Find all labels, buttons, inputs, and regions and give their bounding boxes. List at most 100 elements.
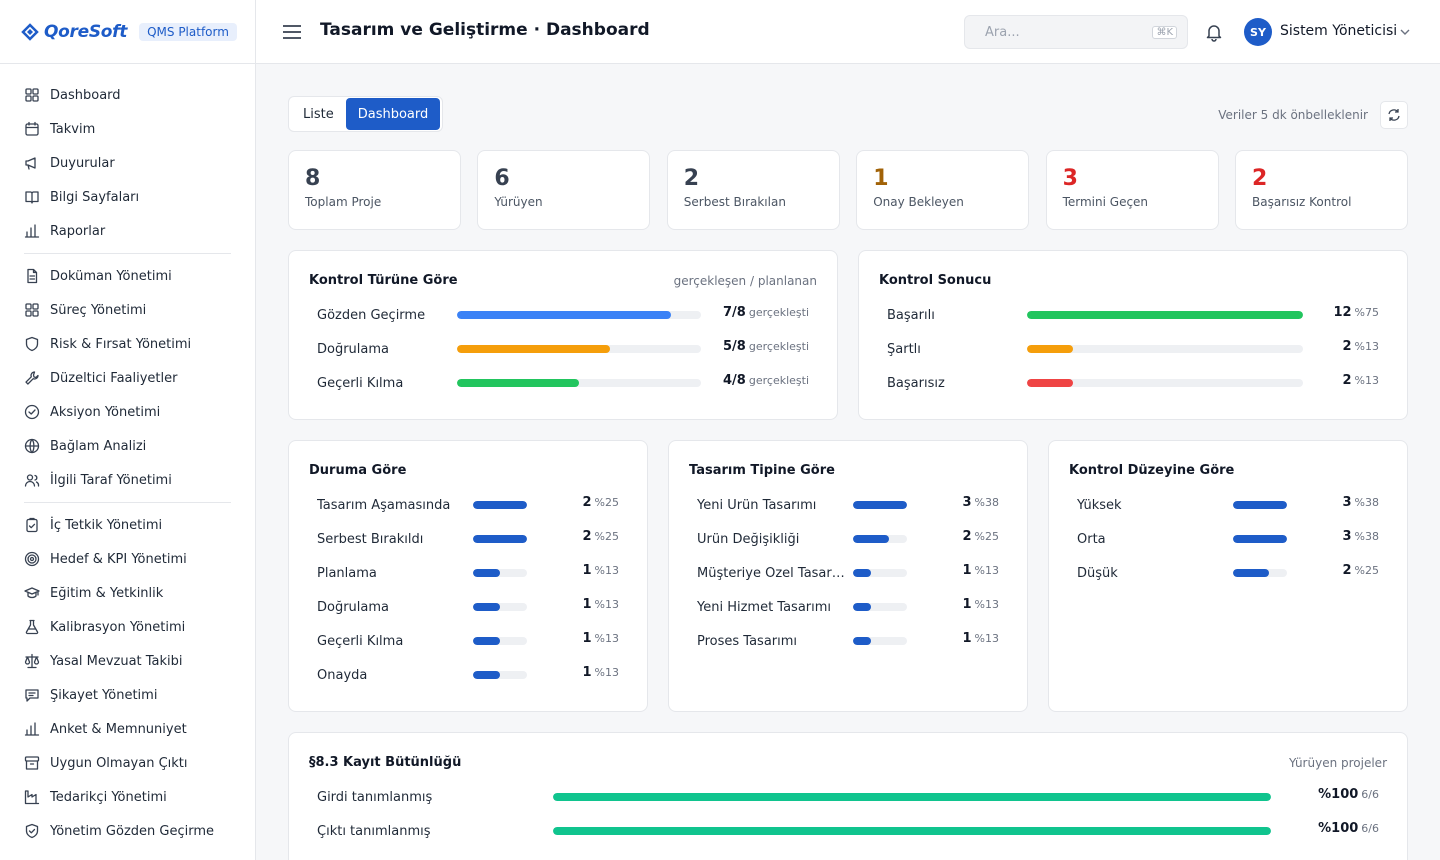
sidebar-item-i-lgili-taraf-yönetimi[interactable]: İlgili Taraf Yönetimi bbox=[24, 463, 231, 497]
progress-track bbox=[473, 569, 527, 577]
progress-fill bbox=[457, 379, 579, 387]
sidebar-item-anket-memnuniyet[interactable]: Anket & Memnuniyet bbox=[24, 712, 231, 746]
metric-label: Girdi tanımlanmış bbox=[317, 789, 433, 805]
metric-value: 1 %13 bbox=[963, 631, 1000, 646]
metric-row: Tasarım Aşamasında 2 %25 bbox=[317, 495, 619, 515]
kpi-value: 3 bbox=[1062, 166, 1078, 191]
metric-suffix: %25 bbox=[594, 530, 619, 543]
card-subtitle: Yürüyen projeler bbox=[1289, 756, 1387, 770]
sidebar-item-label: İlgili Taraf Yönetimi bbox=[50, 472, 172, 488]
sidebar-item-eğitim-yetkinlik[interactable]: Eğitim & Yetkinlik bbox=[24, 576, 231, 610]
progress-fill bbox=[473, 671, 500, 679]
sidebar-item-yasal-mevzuat-takibi[interactable]: Yasal Mevzuat Takibi bbox=[24, 644, 231, 678]
kpi-card[interactable]: 6 Yürüyen bbox=[477, 150, 651, 230]
megaphone-icon bbox=[24, 155, 40, 171]
search-shortcut: ⌘K bbox=[1152, 25, 1177, 39]
metric-value: %100 6/6 bbox=[1318, 787, 1379, 802]
sidebar-item-label: Raporlar bbox=[50, 223, 106, 239]
metric-suffix: %13 bbox=[594, 666, 619, 679]
user-name[interactable]: Sistem Yöneticisi bbox=[1280, 23, 1398, 39]
metric-suffix: gerçekleşti bbox=[748, 374, 809, 387]
sidebar-item-şikayet-yönetimi[interactable]: Şikayet Yönetimi bbox=[24, 678, 231, 712]
metric-row: Geçerli Kılma 1 %13 bbox=[317, 631, 619, 651]
sidebar-item-süreç-yönetimi[interactable]: Süreç Yönetimi bbox=[24, 293, 231, 327]
progress-track bbox=[553, 827, 1271, 835]
card-title: Kontrol Düzeyine Göre bbox=[1069, 463, 1235, 478]
kpi-card[interactable]: 3 Termini Geçen bbox=[1045, 150, 1219, 230]
sidebar: QoreSoft QMS Platform Dashboard Takvim Duy… bbox=[0, 0, 256, 860]
shield-icon bbox=[24, 336, 40, 352]
kpi-card[interactable]: 8 Toplam Proje bbox=[288, 150, 461, 230]
metric-row: Orta 3 %38 bbox=[1077, 529, 1379, 549]
control-type-card: Kontrol Türüne Göre gerçekleşen / planla… bbox=[288, 250, 838, 420]
by-control-level-card: Kontrol Düzeyine Göre Yüksek 3 %38 Orta 3 %38… bbox=[1048, 440, 1408, 712]
refresh-icon bbox=[1388, 109, 1400, 121]
progress-fill bbox=[853, 535, 890, 543]
kpi-card[interactable]: 1 Onay Bekleyen bbox=[856, 150, 1030, 230]
sidebar-item-hedef-kpi-yönetimi[interactable]: Hedef & KPI Yönetimi bbox=[24, 542, 231, 576]
sidebar-item-bilgi-sayfaları[interactable]: Bilgi Sayfaları bbox=[24, 180, 231, 214]
sidebar-item-raporlar[interactable]: Raporlar bbox=[24, 214, 231, 248]
sidebar-item-i-ç-tetkik-yönetimi[interactable]: İç Tetkik Yönetimi bbox=[24, 508, 231, 542]
metric-label: Müşteriye Özel Tasarı... bbox=[697, 565, 847, 581]
metric-count: %100 bbox=[1318, 821, 1359, 836]
refresh-button[interactable] bbox=[1380, 101, 1408, 129]
avatar[interactable]: SY bbox=[1244, 18, 1272, 46]
card-title: Duruma Göre bbox=[309, 463, 407, 478]
search-input[interactable] bbox=[985, 24, 1135, 40]
metric-row: Planlama 1 %13 bbox=[317, 563, 619, 583]
sidebar-item-bağlam-analizi[interactable]: Bağlam Analizi bbox=[24, 429, 231, 463]
sidebar-item-doküman-yönetimi[interactable]: Doküman Yönetimi bbox=[24, 259, 231, 293]
progress-fill bbox=[853, 603, 871, 611]
metric-count: 3 bbox=[1342, 529, 1352, 544]
chevron-down-icon[interactable] bbox=[1398, 25, 1412, 39]
metric-label: Orta bbox=[1077, 531, 1106, 547]
metric-value: 2 %25 bbox=[963, 529, 1000, 544]
menu-toggle-icon[interactable] bbox=[283, 22, 301, 42]
nav-group: Dashboard Takvim Duyurular Bilgi Sayfaları R… bbox=[0, 78, 255, 248]
sidebar-item-label: Kalibrasyon Yönetimi bbox=[50, 619, 186, 635]
metric-label: Başarısız bbox=[887, 375, 945, 391]
card-title: §8.3 Kayıt Bütünlüğü bbox=[309, 755, 462, 770]
kpi-card[interactable]: 2 Serbest Bırakılan bbox=[666, 150, 840, 230]
bell-icon[interactable] bbox=[1204, 22, 1224, 42]
metric-suffix: %25 bbox=[594, 496, 619, 509]
metric-row: Doğrulama 1 %13 bbox=[317, 597, 619, 617]
card-title: Kontrol Türüne Göre bbox=[309, 273, 458, 288]
sidebar-item-uygun-olmayan-çıktı[interactable]: Uygun Olmayan Çıktı bbox=[24, 746, 231, 780]
progress-track bbox=[853, 637, 907, 645]
metric-count: 3 bbox=[1342, 495, 1352, 510]
archive-icon bbox=[24, 755, 40, 771]
grid-icon bbox=[24, 87, 40, 103]
sidebar-item-kalibrasyon-yönetimi[interactable]: Kalibrasyon Yönetimi bbox=[24, 610, 231, 644]
tab-liste[interactable]: Liste bbox=[303, 106, 334, 122]
sidebar-item-dashboard[interactable]: Dashboard bbox=[24, 78, 231, 112]
sidebar-item-düzeltici-faaliyetler[interactable]: Düzeltici Faaliyetler bbox=[24, 361, 231, 395]
sidebar-item-tedarikçi-yönetimi[interactable]: Tedarikçi Yönetimi bbox=[24, 780, 231, 814]
kpi-label: Başarısız Kontrol bbox=[1252, 195, 1352, 209]
metric-suffix: %38 bbox=[974, 496, 999, 509]
progress-track bbox=[473, 637, 527, 645]
tab-dashboard[interactable]: Dashboard bbox=[345, 98, 441, 130]
metric-row: Düşük 2 %25 bbox=[1077, 563, 1379, 583]
metric-value: 3 %38 bbox=[963, 495, 1000, 510]
sidebar-item-risk-fırsat-yönetimi[interactable]: Risk & Fırsat Yönetimi bbox=[24, 327, 231, 361]
sidebar-item-aksiyon-yönetimi[interactable]: Aksiyon Yönetimi bbox=[24, 395, 231, 429]
kpi-value: 2 bbox=[1252, 166, 1268, 191]
metric-count: 2 bbox=[1342, 339, 1352, 354]
sidebar-item-duyurular[interactable]: Duyurular bbox=[24, 146, 231, 180]
kpi-card[interactable]: 2 Başarısız Kontrol bbox=[1235, 150, 1408, 230]
progress-track bbox=[457, 379, 701, 387]
kpi-label: Yürüyen bbox=[494, 195, 543, 209]
shield-check-icon bbox=[24, 823, 40, 839]
brand-logo[interactable]: QoreSoft bbox=[20, 22, 127, 42]
progress-fill bbox=[473, 637, 500, 645]
sidebar-item-yönetim-gözden-geçirme[interactable]: Yönetim Gözden Geçirme bbox=[24, 814, 231, 848]
metric-row: Onayda 1 %13 bbox=[317, 665, 619, 685]
progress-track bbox=[853, 535, 907, 543]
globe-icon bbox=[24, 438, 40, 454]
sidebar-item-takvim[interactable]: Takvim bbox=[24, 112, 231, 146]
metric-count: 7/8 bbox=[723, 305, 746, 320]
metric-suffix: %25 bbox=[974, 530, 999, 543]
metric-row: Çıktı tanımlanmış %100 6/6 bbox=[317, 821, 1379, 841]
